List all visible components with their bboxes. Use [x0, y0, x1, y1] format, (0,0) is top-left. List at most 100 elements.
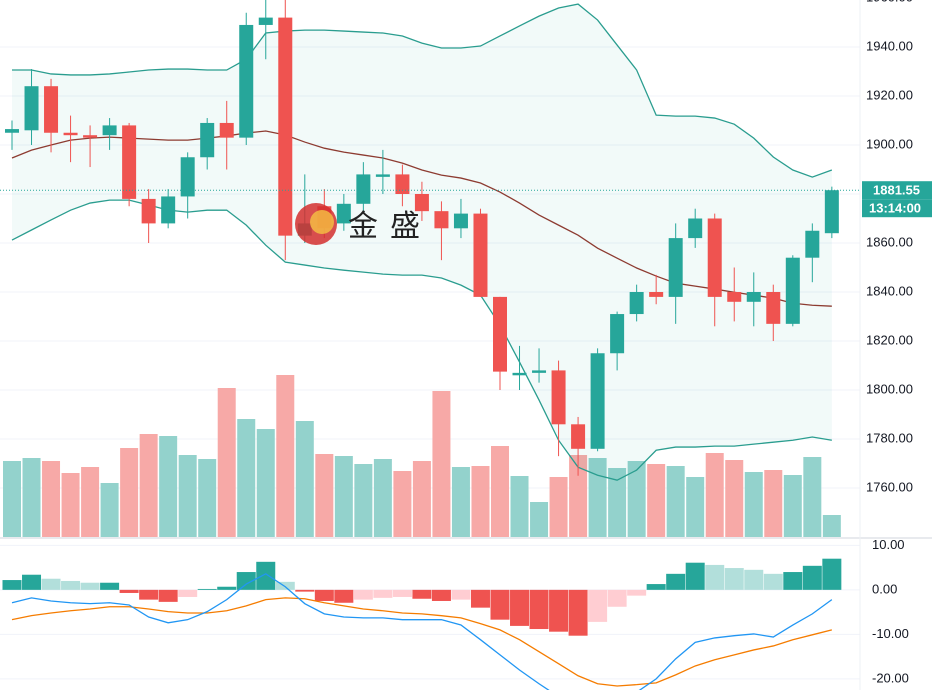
volume-bar: [803, 457, 822, 537]
candle-body: [532, 370, 547, 373]
macd-histogram-bar: [353, 589, 373, 600]
volume-bar: [822, 515, 841, 537]
signal-line: [11, 597, 832, 687]
volume-bar: [3, 461, 21, 537]
candle-body: [629, 292, 644, 315]
band-upper: [12, 3, 833, 178]
volume-bar: [256, 429, 275, 537]
macd-histogram-bar: [295, 589, 315, 592]
volume-bar: [412, 461, 431, 537]
y-tick-label: 10.00: [872, 537, 905, 552]
y-tick-label: 1860.00: [866, 234, 913, 249]
macd-histogram-bar: [61, 580, 81, 590]
macd-histogram-bar: [744, 569, 764, 590]
macd-histogram-bar: [217, 586, 237, 590]
y-tick-label: 1900.00: [866, 136, 913, 151]
volume-bar: [471, 466, 490, 537]
volume-bar: [178, 455, 197, 537]
y-tick-label: -20.00: [872, 670, 909, 685]
last-price-box: [862, 181, 932, 200]
candle-body: [239, 24, 254, 138]
macd-histogram-bar: [588, 589, 608, 622]
y-tick-label: 1920.00: [866, 87, 913, 102]
macd-histogram-bar: [607, 589, 627, 607]
y-tick-label: 1780.00: [866, 430, 913, 445]
volume-bar: [61, 473, 80, 537]
candle-body: [688, 218, 703, 239]
volume-bar: [451, 467, 470, 537]
macd-histogram-bar: [197, 588, 217, 590]
volume-bar: [42, 461, 61, 537]
candle-body: [493, 296, 507, 372]
volume-bar: [354, 464, 373, 537]
band-fill: [12, 4, 832, 481]
candle-body: [219, 122, 234, 138]
volume-bar: [491, 446, 509, 537]
macd-histogram-bar: [41, 578, 61, 590]
candle-body: [571, 424, 586, 449]
volume-bar: [549, 477, 568, 537]
volume-bar: [139, 434, 158, 537]
volume-bar: [744, 472, 763, 537]
volume-bar: [315, 454, 334, 537]
macd-histogram-bar: [627, 589, 647, 596]
macd-panel: [2, 558, 842, 690]
candle-body: [453, 213, 468, 229]
watermark: 金盛: [295, 203, 420, 245]
volume-bar: [373, 459, 392, 537]
candle-body: [551, 370, 566, 425]
macd-histogram-bar: [724, 568, 744, 590]
volume-bar: [100, 483, 119, 537]
volume-bar: [81, 467, 100, 537]
volume-bar: [159, 436, 178, 537]
macd-histogram-bar: [822, 558, 842, 590]
candle-body: [414, 194, 429, 212]
candle-body: [83, 135, 98, 138]
candle-body: [824, 190, 839, 234]
macd-histogram-bar: [158, 589, 178, 602]
candle-body: [805, 230, 820, 258]
candle-body: [141, 198, 156, 224]
price-panel: [0, 0, 860, 537]
macd-histogram-bar: [646, 584, 666, 590]
volume-bar: [120, 448, 139, 537]
candle-body: [161, 196, 176, 224]
candle-body: [102, 125, 117, 136]
volume-bar: [334, 456, 353, 537]
macd-histogram-bar: [666, 573, 686, 590]
macd-histogram-bar: [510, 589, 530, 626]
y-tick-label: 1800.00: [866, 381, 913, 396]
watermark-logo-inner: [310, 210, 334, 234]
macd-histogram-bar: [568, 589, 588, 636]
volume-bar: [608, 468, 627, 537]
volume-bar: [432, 391, 451, 537]
candle-body: [785, 257, 800, 324]
y-tick-label: -10.00: [872, 626, 909, 641]
volume-bar: [217, 388, 236, 537]
volume-bar: [647, 464, 666, 537]
macd-histogram-bar: [100, 582, 120, 590]
macd-histogram-bar: [80, 582, 100, 590]
candle-body: [766, 292, 781, 324]
candle-body: [434, 211, 449, 229]
macd-histogram-bar: [392, 589, 412, 597]
volume-bar: [530, 502, 549, 537]
candle-body: [258, 17, 273, 25]
volume-bar: [198, 459, 217, 537]
volume-bar: [686, 477, 705, 537]
y-tick-label: 0.00: [872, 581, 897, 596]
volume-bar: [393, 471, 412, 537]
macd-histogram-bar: [22, 574, 42, 590]
y-tick-label: 1760.00: [866, 479, 913, 494]
candle-body: [356, 174, 371, 204]
volume-bar: [783, 475, 802, 537]
macd-histogram-bar: [529, 589, 549, 630]
candle-body: [375, 174, 390, 177]
macd-line: [11, 573, 833, 690]
candle-body: [336, 203, 351, 224]
candle-body: [746, 292, 761, 302]
volume-bar: [295, 421, 314, 537]
volume-bar: [510, 476, 529, 537]
macd-histogram-bar: [763, 573, 783, 590]
